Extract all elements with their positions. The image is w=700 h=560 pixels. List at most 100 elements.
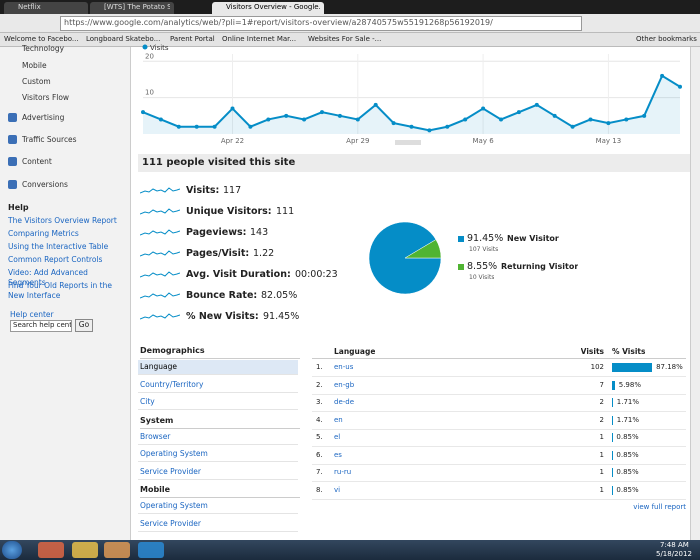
taskbar-app[interactable] [38,542,64,558]
point [427,128,432,133]
dimension-link[interactable]: City [138,395,298,410]
help-center-link[interactable]: Help center [10,310,54,319]
scrollbar[interactable] [690,47,700,540]
bookmark[interactable]: Welcome to Facebo... [4,35,79,43]
point [302,117,307,122]
point [409,124,414,129]
dimension-link[interactable]: Operating System [138,499,298,514]
dimension-link[interactable]: Service Provider [138,465,298,480]
taskbar-app[interactable] [138,542,164,558]
tab-title: Visitors Overview - Google... [226,3,320,11]
chart [140,229,180,236]
bookmark[interactable]: Parent Portal [170,35,215,43]
pct-label: 87.18% [656,363,683,371]
nav-icon [8,113,17,122]
pie-legend-count: 10 Visits [469,274,495,281]
sparkline [140,208,180,215]
pie-legend-value: 8.55% [467,261,498,272]
language-link[interactable]: ru-ru [334,468,352,476]
language-link[interactable]: en-gb [334,380,355,389]
nav-item[interactable]: Content [22,157,52,166]
go-button[interactable]: Go [75,319,93,332]
tab[interactable]: Visitors Overview - Google... [212,2,324,14]
help-link[interactable]: Common Report Controls [8,255,103,264]
chart [140,271,180,278]
pie-legend-label: Returning Visitor [501,262,579,271]
dimension-link[interactable]: Service Provider [138,517,298,532]
x-tick-label: May 13 [596,137,622,145]
help-link[interactable]: Video: Add Advanced Segments [8,268,88,287]
help-link[interactable]: Find Your Old Reports in the New Interfa… [8,281,112,300]
x-tick-label: Apr 22 [221,137,244,145]
chart [140,187,180,194]
table-header: Language [334,347,376,356]
metric-label: Avg. Visit Duration: [186,269,291,280]
help-link[interactable]: Comparing Metrics [8,229,79,238]
start-button[interactable] [2,541,22,559]
help-link[interactable]: The Visitors Overview Report [8,216,117,225]
bookmark[interactable]: Online Internet Mar... [222,35,297,43]
taskbar [0,540,700,560]
language-link[interactable]: el [334,433,341,441]
metric-label: Pages/Visit: [186,248,250,259]
chart [140,208,180,215]
search-input[interactable]: Search help center [10,320,72,332]
point [320,110,324,115]
rank: 3. [316,398,323,406]
pct-bar [612,398,613,407]
y-tick-label: 20 [145,52,154,60]
pie-legend-value: 91.45% [467,233,504,244]
taskbar-app[interactable] [104,542,130,558]
bookmark[interactable]: Longboard Skatebo... [86,35,161,43]
bookmark[interactable]: Other bookmarks [636,35,697,43]
visits: 7 [599,380,604,389]
row-line [312,481,686,482]
language-link[interactable]: es [334,450,342,459]
taskbar-app[interactable] [72,542,98,558]
row-line [312,498,686,500]
dimension-link[interactable]: Country/Territory [138,378,298,393]
point [499,117,503,122]
nav-item[interactable]: Traffic Sources [22,135,77,144]
table-header: % Visits [612,347,646,356]
row-line [312,428,686,430]
nav-item[interactable]: Advertising [22,113,65,122]
dimension-link[interactable]: Operating System [138,447,298,462]
dimension-link[interactable]: Browser [138,430,298,445]
language-link[interactable]: de-de [334,398,355,406]
point [678,84,682,89]
nav-item[interactable]: Custom [22,77,51,86]
full-report-link[interactable]: view full report [633,503,686,511]
nav-item[interactable]: Technology [22,44,65,53]
pct-label: 0.85% [616,485,639,494]
language-link[interactable]: en-us [334,363,354,371]
help-title: Help [8,203,29,212]
row-line [312,393,686,395]
language-link[interactable]: en [334,415,343,424]
nav-item[interactable]: Mobile [22,61,47,70]
language-link[interactable]: vi [334,485,341,494]
table-header-bg [312,344,686,359]
pct-label: 1.71% [616,415,640,424]
bookmark[interactable]: Websites For Sale -... [308,35,382,43]
nav-item[interactable]: Visitors Flow [22,93,70,102]
visits: 1 [599,468,604,476]
address-bar[interactable] [60,16,582,31]
tab[interactable]: Netflix [4,2,88,14]
chart-handle [395,140,421,145]
point [176,124,181,129]
dimension-link[interactable]: Language [138,360,298,375]
nav-icon [8,157,17,166]
help-link[interactable]: Using the Interactive Table [8,242,109,251]
pct-bar [612,363,653,372]
nav-item[interactable]: Conversions [22,180,68,189]
pct-label: 0.85% [616,433,639,441]
tab[interactable]: [WTS] The Potato Soup, Pl... [90,2,174,14]
pct-label: 0.85% [616,468,639,476]
point [194,124,199,129]
table-header: Visits [580,347,604,356]
point [230,106,235,111]
chart [368,221,442,295]
sparkline [140,271,180,278]
point [284,113,289,118]
